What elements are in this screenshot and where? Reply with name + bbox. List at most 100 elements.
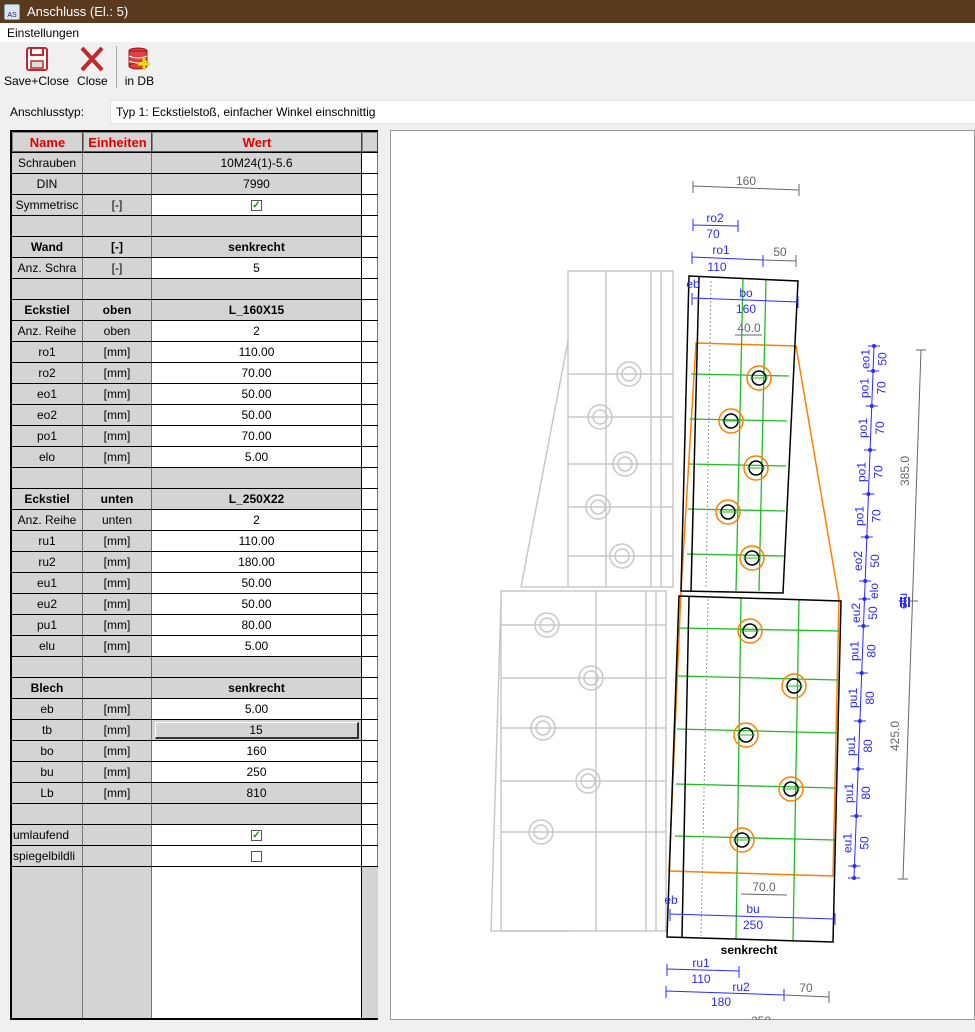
bottom-dimensions: 70.0 eb bu 250 senkrecht ru1 110 ru2 180… [664,880,836,1021]
checkbox[interactable] [251,850,262,862]
close-label: Close [77,74,108,88]
cell-name: bo [12,741,83,761]
cell-value: L_160X15 [152,300,362,320]
chain-label: po1 [854,462,868,482]
cell-extra [362,363,378,383]
chain-label: eo1 [859,349,873,369]
grid-row: elu [mm] 5.00 [12,636,378,657]
cell-name: po1 [12,426,83,446]
cell-value[interactable]: 50.00 [152,405,362,425]
cell-value[interactable]: 180.00 [152,552,362,572]
cell-extra [362,552,378,572]
cell-value[interactable]: 2 [152,510,362,530]
grid-row: eo2 [mm] 50.00 [12,405,378,426]
cell-extra [362,342,378,362]
cell-unit: unten [83,489,152,509]
cell-unit [83,279,152,299]
cell-value[interactable]: 70.00 [152,363,362,383]
ghost-bolt-icon [612,451,638,477]
chain-node [859,671,864,675]
chain-label: po1 [857,378,871,398]
cell-extra [362,657,378,677]
cell-name [12,216,83,236]
grid-row [12,657,378,678]
cell-name: umlaufend [12,825,83,845]
menu-einstellungen[interactable]: Einstellungen [7,26,80,40]
grid-row: Wand [-] senkrecht [12,237,378,258]
cell-name: pu1 [12,615,83,635]
cell-name: elu [12,636,83,656]
cell-value[interactable]: 50.00 [152,594,362,614]
cell-value[interactable]: 5.00 [152,447,362,467]
ghost-bolt-icon [587,404,613,430]
cell-unit [83,678,152,698]
cell-value: L_250X22 [152,489,362,509]
chain-value: 50 [876,352,890,366]
cell-unit: [mm] [83,447,152,467]
chain-node [872,344,876,348]
cell-unit: [mm] [83,783,152,803]
cell-name [12,804,83,824]
cell-extra [362,489,378,509]
connection-type-field[interactable]: Typ 1: Eckstielstoß, einfacher Winkel ei… [110,100,975,124]
cell-extra [362,846,378,866]
cell-value[interactable]: 250 [152,762,362,782]
chain-node [861,624,866,628]
cell-value[interactable] [152,846,362,866]
checkbox[interactable]: ✓ [251,829,262,841]
grid-row [12,804,378,825]
chain-node [871,369,876,373]
header-units[interactable]: Einheiten [83,132,152,152]
cell-name: eu2 [12,594,83,614]
cell-value[interactable]: ✓ [152,195,362,215]
cell-value [152,279,362,299]
cell-name: bu [12,762,83,782]
cell-value[interactable]: 110.00 [152,531,362,551]
ghost-bolt-icon [575,768,601,794]
cell-unit: [mm] [83,363,152,383]
cell-value[interactable]: ✓ [152,825,362,845]
cell-value: 810 [152,783,362,803]
cell-extra [362,321,378,341]
cell-value[interactable]: 5 [152,258,362,278]
header-value[interactable]: Wert [152,132,362,152]
chain-label: po1 [853,506,867,526]
cell-name: Lb [12,783,83,803]
cell-extra [362,258,378,278]
value-button[interactable]: 15 [154,721,359,739]
cell-value[interactable]: 5.00 [152,636,362,656]
grid-row: eu1 [mm] 50.00 [12,573,378,594]
close-button[interactable]: Close [73,46,112,88]
close-x-icon [80,46,104,72]
bolt-icon [733,722,759,748]
chain-label: eu1 [840,833,854,853]
checkbox[interactable]: ✓ [251,199,262,211]
chain-label: eo2 [851,551,865,571]
grid-row: bu [mm] 250 [12,762,378,783]
drawing-canvas[interactable]: 160 ro2 70 ro1 110 50 eb bo 160 40.0 elu… [390,130,975,1021]
plate-outline [668,342,840,877]
cell-value [152,804,362,824]
save-close-button[interactable]: Save+Close [0,46,73,88]
grid-row: Symmetrisc [-] ✓ [12,195,378,216]
cell-extra [362,174,378,194]
cell-value[interactable]: 2 [152,321,362,341]
title-bar: AS Anschluss (El.: 5) [0,0,975,23]
cell-value[interactable]: 160 [152,741,362,761]
ghost-bolt-icon [578,665,604,691]
cell-value[interactable]: 70.00 [152,426,362,446]
cell-name: eo1 [12,384,83,404]
cell-value[interactable]: 5.00 [152,699,362,719]
cell-value[interactable]: 50.00 [152,573,362,593]
header-name[interactable]: Name [12,132,83,152]
cell-extra [362,762,378,782]
cell-name: ru2 [12,552,83,572]
cell-value[interactable]: 15 [152,720,362,740]
bolt-icon [729,827,755,853]
cell-value[interactable]: 50.00 [152,384,362,404]
cell-value[interactable]: 110.00 [152,342,362,362]
cell-unit [83,657,152,677]
cell-value[interactable]: 80.00 [152,615,362,635]
in-db-button[interactable]: in DB [121,46,158,88]
